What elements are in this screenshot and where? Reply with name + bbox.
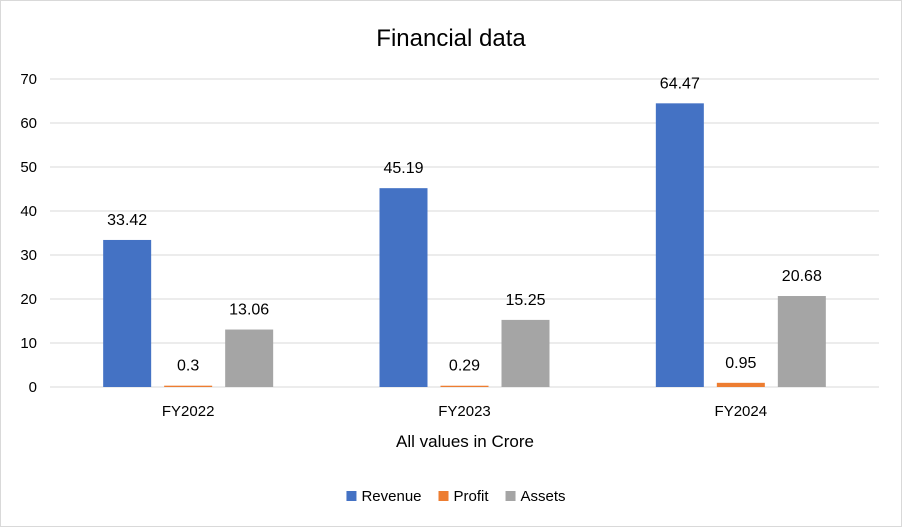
data-label: 20.68 [782, 268, 822, 285]
bar-revenue-fy2022 [103, 239, 152, 387]
legend-swatch-assets [505, 491, 516, 501]
bar-revenue-fy2023 [379, 188, 428, 387]
category-label: FY2022 [162, 403, 215, 420]
y-tick-label: 30 [20, 247, 37, 264]
data-label: 13.06 [229, 302, 269, 319]
bar-assets-fy2024 [777, 296, 826, 387]
category-label: FY2024 [715, 403, 768, 420]
bar-assets-fy2023 [501, 319, 550, 387]
legend-label-revenue: Revenue [361, 488, 421, 505]
y-tick-label: 40 [20, 203, 37, 220]
gridlines [50, 78, 879, 388]
y-tick-label: 20 [20, 291, 37, 308]
legend-label-profit: Profit [454, 488, 490, 505]
bar-revenue-fy2024 [655, 103, 704, 387]
data-label: 64.47 [660, 75, 700, 92]
bar-profit-fy2023 [440, 385, 489, 387]
legend-swatch-profit [438, 491, 449, 501]
bar-assets-fy2022 [225, 329, 274, 387]
y-tick-label: 10 [20, 335, 37, 352]
category-labels: FY2022 FY2023 FY2024 [162, 403, 767, 420]
y-tick-label: 0 [29, 379, 37, 396]
data-label: 45.19 [383, 160, 423, 177]
y-tick-label: 50 [20, 159, 37, 176]
data-labels: 33.42 0.3 13.06 45.19 0.29 15.25 64.47 0.95 20.6… [107, 75, 822, 374]
data-label: 0.95 [725, 355, 756, 372]
data-label: 0.3 [177, 358, 199, 375]
legend-label-assets: Assets [521, 488, 566, 505]
y-axis-ticks: 0 10 20 30 40 50 60 70 [20, 71, 37, 396]
y-tick-label: 60 [20, 115, 37, 132]
chart-title: Financial data [376, 25, 526, 52]
y-tick-label: 70 [20, 71, 37, 88]
data-label: 15.25 [505, 292, 545, 309]
bar-profit-fy2022 [164, 385, 213, 387]
data-label: 0.29 [449, 358, 480, 375]
bar-profit-fy2024 [716, 382, 765, 387]
legend: Revenue Profit Assets [346, 488, 566, 505]
category-label: FY2023 [438, 403, 491, 420]
data-label: 33.42 [107, 212, 147, 229]
bars [103, 103, 826, 387]
legend-swatch-revenue [346, 491, 357, 501]
x-axis-label: All values in Crore [396, 432, 534, 451]
